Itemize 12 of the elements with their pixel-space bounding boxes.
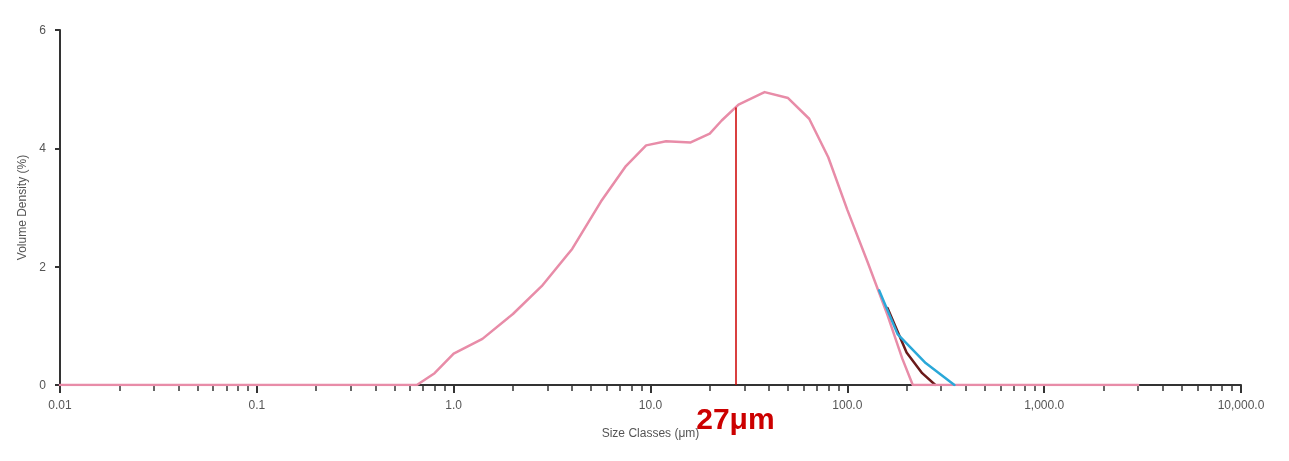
y-tick-label: 0 xyxy=(39,378,47,392)
x-tick-label: 100.0 xyxy=(832,398,863,412)
x-tick-label: 0.1 xyxy=(248,398,266,412)
y-tick-label: 4 xyxy=(39,141,47,156)
x-tick-label: 1.0 xyxy=(445,398,463,412)
x-tick-label: 1,000.0 xyxy=(1024,398,1065,412)
y-tick-label: 2 xyxy=(39,259,47,274)
x-tick-label: 0.01 xyxy=(48,398,72,412)
x-tick-label: 10,000.0 xyxy=(1217,398,1265,412)
x-tick-label: 10.0 xyxy=(638,398,663,412)
y-axis-title: Volume Density (%) xyxy=(15,154,30,261)
y-tick-label: 6 xyxy=(39,23,47,37)
